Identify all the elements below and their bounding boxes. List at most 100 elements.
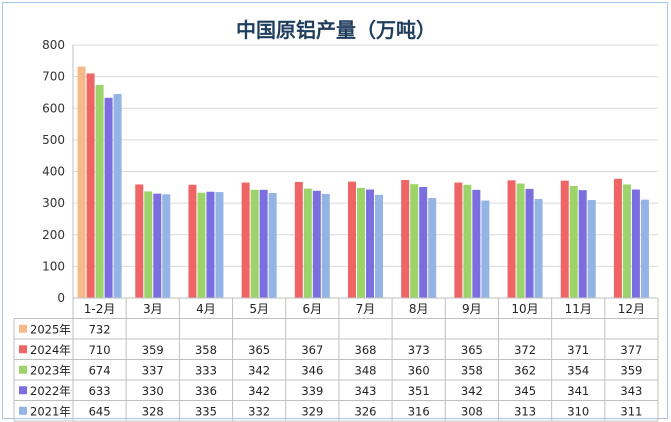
bar <box>95 84 104 298</box>
bar <box>463 184 472 298</box>
bar <box>250 189 259 298</box>
bar <box>578 190 587 298</box>
data-label: 308 <box>461 404 483 418</box>
data-label: 346 <box>301 363 323 377</box>
data-label: 316 <box>408 404 430 418</box>
y-tick-label: 0 <box>57 291 65 305</box>
legend-label: 2023年 <box>30 363 71 377</box>
category-label: 3月 <box>143 302 163 316</box>
data-label: 359 <box>620 363 642 377</box>
category-label: 10月 <box>511 302 538 316</box>
bar <box>454 182 463 298</box>
category-label: 4月 <box>196 302 216 316</box>
legend-swatch <box>19 365 27 374</box>
data-label: 365 <box>461 343 483 357</box>
data-label: 377 <box>620 343 642 357</box>
bar <box>472 189 481 298</box>
data-table: 1-2月 3月 4月 5月 6月 7月 8月 9月 10月 11月 12月 2025年 732 2024年… <box>13 297 659 422</box>
data-label: 351 <box>408 384 430 398</box>
bar <box>366 189 374 298</box>
data-label: 354 <box>567 363 589 377</box>
legend-label: 2024年 <box>30 343 71 357</box>
bar <box>587 199 596 298</box>
bar <box>104 97 113 298</box>
bar <box>357 187 365 298</box>
bar <box>640 199 649 298</box>
bar <box>197 192 206 298</box>
data-label: 343 <box>620 384 642 398</box>
bar <box>86 73 95 299</box>
data-label: 359 <box>142 343 164 357</box>
bar <box>507 180 516 298</box>
bar <box>135 184 144 298</box>
y-tick-label: 400 <box>42 165 65 179</box>
bar <box>410 184 419 298</box>
legend-swatch <box>19 324 27 333</box>
chart-title: 中国原铝产量（万吨） <box>236 18 436 42</box>
data-label: 358 <box>461 363 483 377</box>
category-label: 12月 <box>618 302 645 316</box>
bar <box>268 193 277 298</box>
bar <box>613 178 622 298</box>
data-label: 337 <box>142 363 164 377</box>
y-tick-label: 200 <box>42 228 65 242</box>
bar <box>622 184 631 298</box>
data-label: 645 <box>89 404 111 418</box>
data-label: 339 <box>301 384 323 398</box>
bar <box>241 182 250 298</box>
bars <box>77 66 649 299</box>
data-label: 335 <box>195 404 217 418</box>
legend-swatch <box>19 406 27 415</box>
bar <box>144 191 153 298</box>
data-label: 329 <box>301 404 323 418</box>
category-label: 8月 <box>409 302 429 316</box>
bar <box>321 193 330 298</box>
bar <box>525 188 534 298</box>
bar <box>348 181 356 298</box>
data-label: 371 <box>567 343 589 357</box>
bar <box>516 183 525 298</box>
data-label: 328 <box>142 404 164 418</box>
data-label: 710 <box>89 343 111 357</box>
data-label: 674 <box>89 363 111 377</box>
legend-label: 2022年 <box>30 384 71 398</box>
data-label: 326 <box>355 404 377 418</box>
legend-label: 2021年 <box>30 404 71 418</box>
bar <box>481 200 490 298</box>
bar <box>419 187 428 298</box>
category-label: 7月 <box>356 302 376 316</box>
bar <box>188 184 197 298</box>
data-label: 342 <box>248 384 270 398</box>
data-label: 365 <box>248 343 270 357</box>
data-label: 342 <box>461 384 483 398</box>
category-label: 9月 <box>462 302 482 316</box>
y-tick-label: 600 <box>42 101 65 115</box>
data-label: 345 <box>514 384 536 398</box>
data-label: 362 <box>514 363 536 377</box>
bar <box>303 188 312 298</box>
data-label: 343 <box>355 384 377 398</box>
data-label: 372 <box>514 343 536 357</box>
data-label: 313 <box>514 404 536 418</box>
bar <box>113 94 122 299</box>
category-label: 1-2月 <box>84 302 116 316</box>
bar <box>560 180 569 298</box>
y-tick-label: 300 <box>42 196 65 210</box>
category-label: 11月 <box>565 302 592 316</box>
data-label: 732 <box>89 322 111 336</box>
bar <box>206 191 215 298</box>
bar <box>534 199 543 298</box>
legend-swatch <box>19 345 27 354</box>
data-label: 368 <box>355 343 377 357</box>
y-tick-label: 800 <box>42 38 65 52</box>
data-label: 332 <box>248 404 270 418</box>
data-label: 348 <box>355 363 377 377</box>
data-label: 336 <box>195 384 217 398</box>
bar <box>569 186 578 298</box>
bar <box>375 194 383 298</box>
bar <box>259 189 268 298</box>
data-label: 341 <box>567 384 589 398</box>
category-label: 5月 <box>249 302 269 316</box>
data-label: 333 <box>195 363 217 377</box>
